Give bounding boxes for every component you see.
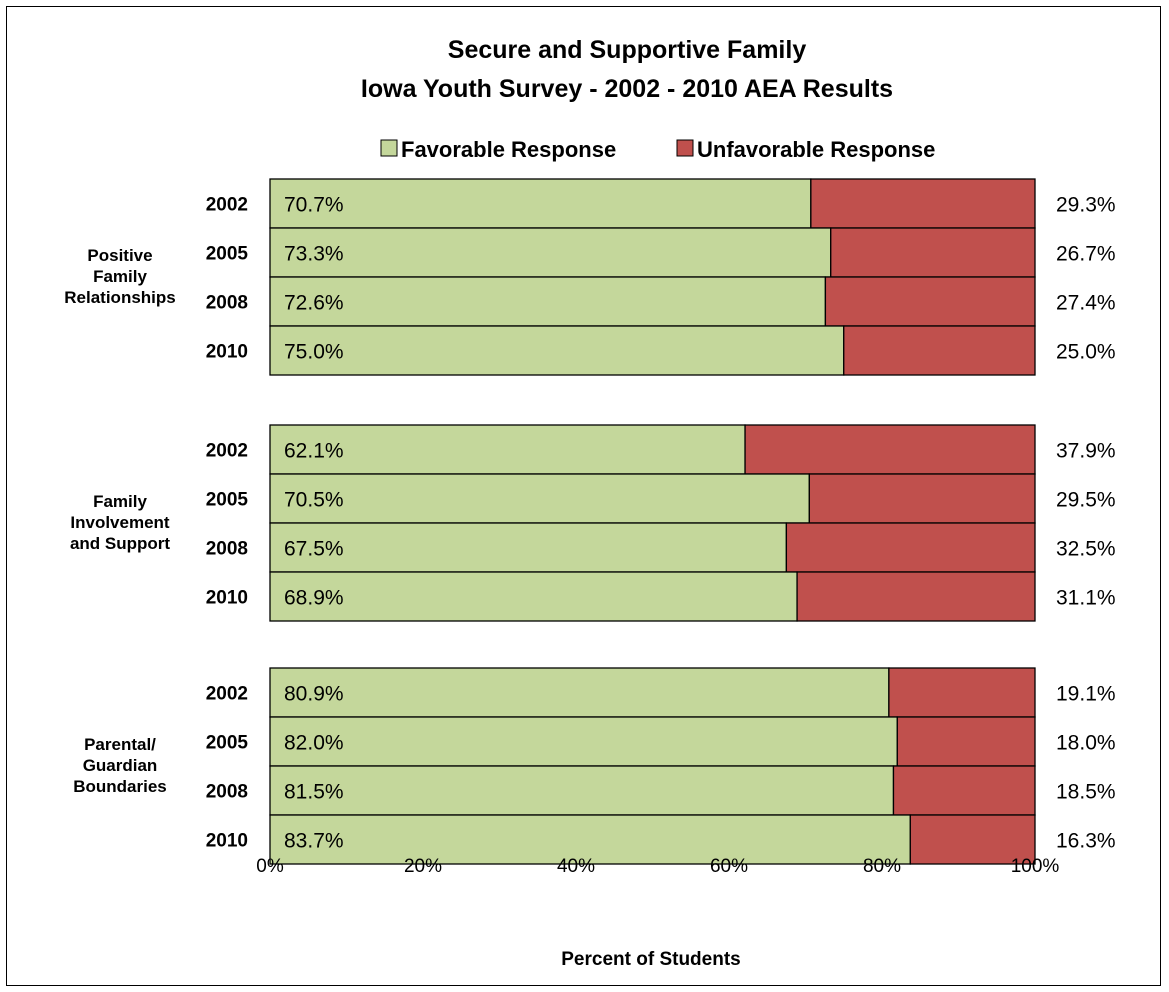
bar-unfavorable [843, 325, 1036, 376]
x-tick-label: 80% [863, 856, 901, 877]
chart-title-line-1: Secure and Supportive Family [448, 36, 807, 64]
group-label-line: Family [93, 267, 147, 286]
data-label-favorable: 62.1% [284, 440, 344, 463]
bar-favorable [269, 571, 798, 622]
year-label: 2008 [206, 293, 248, 314]
data-label-favorable: 80.9% [284, 683, 344, 706]
plot-area: Positive Family Relationships 2002 70.7% 29.3… [64, 178, 1116, 877]
year-label: 2005 [206, 733, 249, 754]
bar-unfavorable [909, 814, 1036, 865]
year-label: 2008 [206, 782, 248, 803]
group-label-line: Boundaries [73, 777, 167, 796]
group-label-line: Involvement [70, 513, 170, 532]
x-tick-label: 0% [256, 856, 284, 877]
group-label-line: Relationships [64, 288, 175, 307]
bar-unfavorable [824, 276, 1036, 327]
group-label-line: Parental/ [84, 735, 156, 754]
data-label-unfavorable: 27.4% [1056, 292, 1116, 315]
year-label: 2002 [206, 195, 248, 216]
bar-favorable [269, 325, 845, 376]
data-label-favorable: 81.5% [284, 781, 344, 804]
data-label-unfavorable: 29.3% [1056, 194, 1116, 217]
data-label-unfavorable: 29.5% [1056, 489, 1116, 512]
x-tick-label: 60% [710, 856, 748, 877]
group-label-line: Positive [87, 246, 152, 265]
data-label-favorable: 68.9% [284, 587, 344, 610]
bar-unfavorable [785, 522, 1036, 573]
legend: Favorable Response Unfavorable Response [380, 137, 935, 162]
data-label-unfavorable: 25.0% [1056, 341, 1116, 364]
legend-label-unfavorable: Unfavorable Response [697, 137, 935, 162]
year-label: 2010 [206, 588, 248, 609]
chart-title: Secure and Supportive Family Iowa Youth … [361, 36, 893, 103]
bar-unfavorable [744, 424, 1036, 475]
group-label-line: and Support [70, 534, 170, 553]
group-label-line: Family [93, 492, 147, 511]
legend-swatch-unfavorable [676, 139, 694, 157]
bar-favorable [269, 227, 832, 278]
bar-favorable [269, 814, 911, 865]
bar-favorable [269, 522, 788, 573]
bar-favorable [269, 667, 890, 718]
data-label-favorable: 73.3% [284, 243, 344, 266]
bar-unfavorable [796, 571, 1036, 622]
data-label-unfavorable: 18.5% [1056, 781, 1116, 804]
data-label-unfavorable: 26.7% [1056, 243, 1116, 266]
legend-swatch-favorable [380, 139, 398, 157]
data-label-unfavorable: 32.5% [1056, 538, 1116, 561]
bar-unfavorable [830, 227, 1036, 278]
data-label-favorable: 70.7% [284, 194, 344, 217]
data-label-favorable: 70.5% [284, 489, 344, 512]
year-label: 2002 [206, 441, 248, 462]
legend-label-favorable: Favorable Response [401, 137, 616, 162]
data-label-favorable: 82.0% [284, 732, 344, 755]
bar-unfavorable [808, 473, 1036, 524]
year-label: 2005 [206, 244, 249, 265]
group-label-line: Guardian [83, 756, 158, 775]
data-label-favorable: 72.6% [284, 292, 344, 315]
bar-favorable [269, 473, 810, 524]
year-label: 2005 [206, 490, 249, 511]
year-label: 2010 [206, 342, 248, 363]
bar-favorable [269, 765, 895, 816]
x-tick-label: 20% [404, 856, 442, 877]
data-label-unfavorable: 19.1% [1056, 683, 1116, 706]
bar-favorable [269, 178, 812, 229]
x-tick-label: 40% [557, 856, 595, 877]
bar-unfavorable [888, 667, 1036, 718]
data-label-unfavorable: 18.0% [1056, 732, 1116, 755]
bar-favorable [269, 276, 827, 327]
year-label: 2010 [206, 831, 248, 852]
bar-unfavorable [810, 178, 1036, 229]
data-label-favorable: 67.5% [284, 538, 344, 561]
bar-unfavorable [896, 716, 1036, 767]
x-axis-label: Percent of Students [561, 949, 740, 970]
data-label-unfavorable: 31.1% [1056, 587, 1116, 610]
year-label: 2002 [206, 684, 248, 705]
data-label-unfavorable: 37.9% [1056, 440, 1116, 463]
data-label-unfavorable: 16.3% [1056, 830, 1116, 853]
x-tick-label: 100% [1011, 856, 1060, 877]
bar-favorable [269, 716, 898, 767]
year-label: 2008 [206, 539, 248, 560]
bar-unfavorable [892, 765, 1036, 816]
data-label-favorable: 75.0% [284, 341, 344, 364]
data-label-favorable: 83.7% [284, 830, 344, 853]
bar-favorable [269, 424, 746, 475]
chart-title-line-2: Iowa Youth Survey - 2002 - 2010 AEA Resu… [361, 75, 893, 103]
